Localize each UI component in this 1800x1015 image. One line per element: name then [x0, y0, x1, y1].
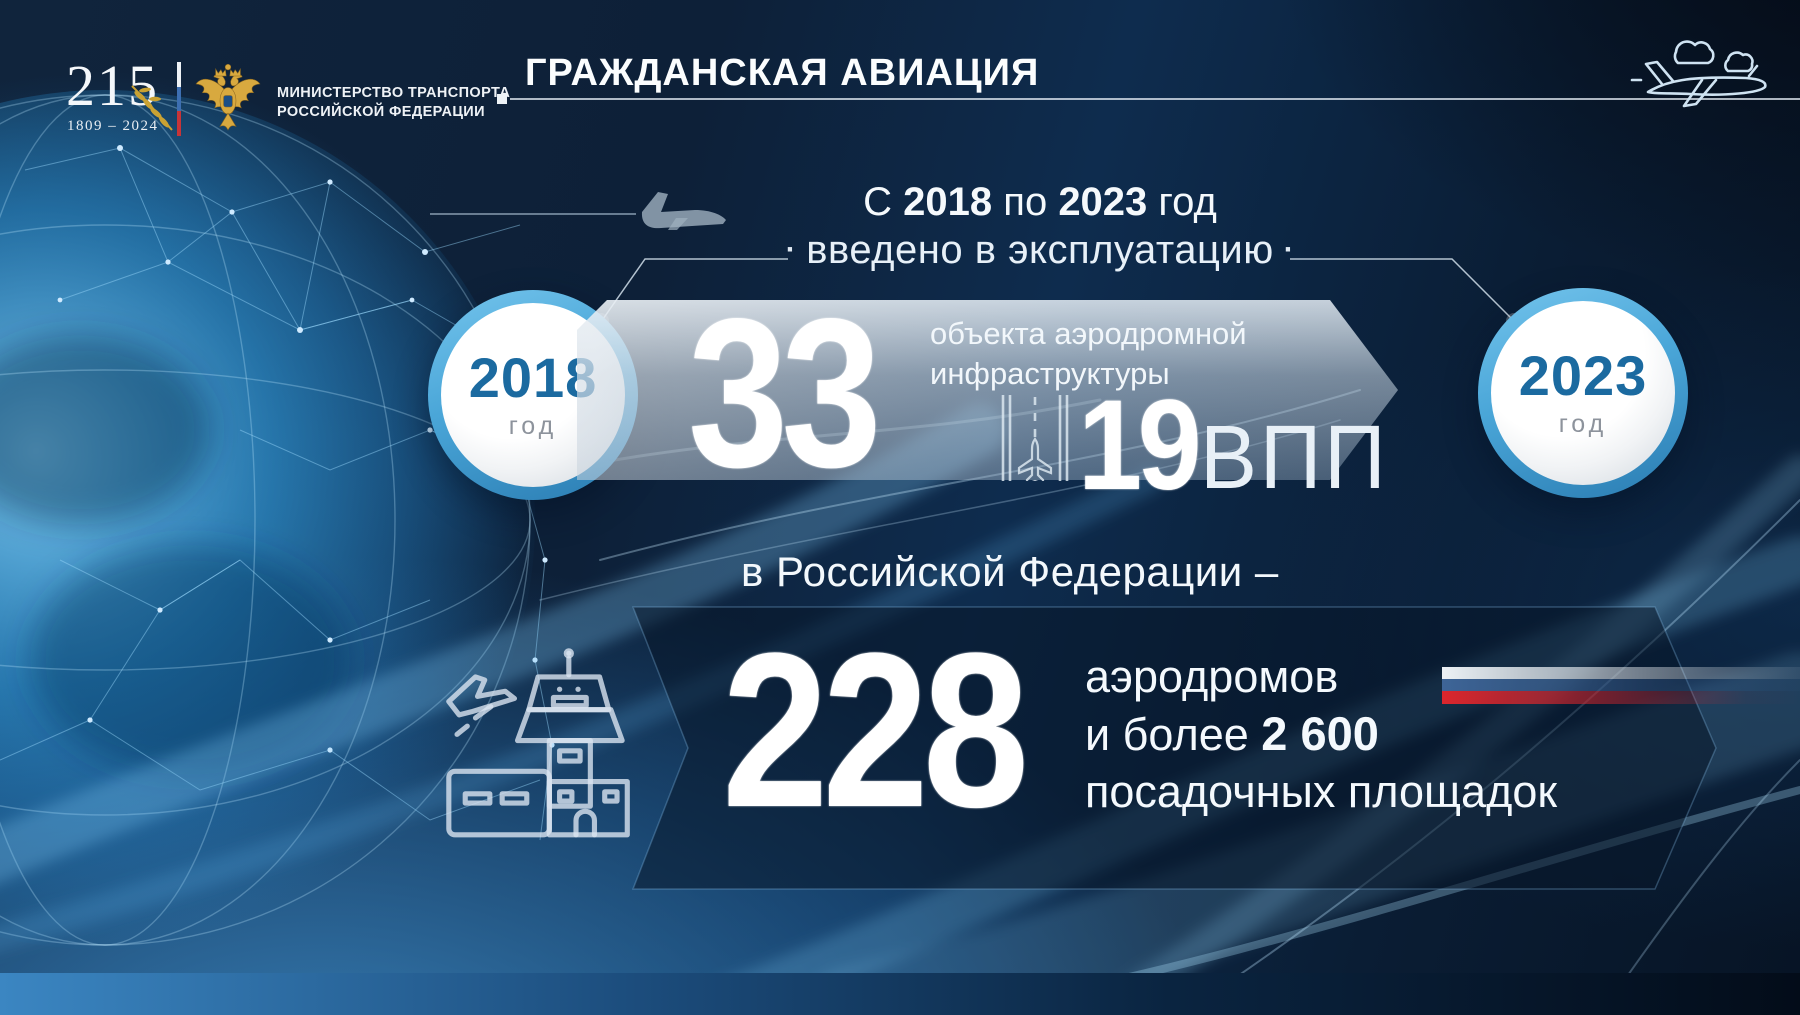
separator-dot: ·	[1283, 233, 1295, 266]
infrastructure-count: 33	[688, 274, 882, 511]
period-subheading-text: введено в эксплуатацию	[806, 228, 1274, 272]
anniversary-years: 1809 – 2024	[67, 118, 159, 134]
globe-network	[0, 90, 555, 950]
laurel-icon	[131, 85, 173, 131]
infrastructure-label: объекта аэродромной инфраструктуры	[930, 314, 1247, 394]
airplane-clouds-icon	[1630, 40, 1767, 108]
year-circle-2023: 2023 год	[1478, 288, 1688, 498]
separator-dot: ·	[785, 233, 797, 266]
airfield-count: 228	[722, 607, 1029, 853]
runway-count: 19	[1078, 374, 1202, 517]
sites-prefix: и более	[1085, 709, 1249, 760]
title-underline	[510, 98, 1800, 100]
period-suffix: год	[1158, 180, 1217, 224]
flag-divider	[177, 62, 181, 136]
year-unit: год	[508, 411, 558, 440]
year-value: 2023	[1518, 343, 1648, 407]
runway-unit: ВПП	[1200, 408, 1389, 508]
flag-stripe-red	[1442, 691, 1800, 704]
year-value: 2018	[468, 345, 598, 409]
sites-line: и более 2 600	[1085, 705, 1557, 763]
federation-intro: в Российской Федерации –	[741, 548, 1279, 595]
year-unit: год	[1558, 409, 1608, 438]
ministry-eagle-icon	[195, 63, 261, 131]
ministry-name: МИНИСТЕРСТВО ТРАНСПОРТА РОССИЙСКОЙ ФЕДЕР…	[277, 84, 510, 122]
period-connector: по	[1003, 180, 1048, 224]
flag-stripe-white	[1442, 667, 1800, 679]
page-title: ГРАЖДАНСКАЯ АВИАЦИЯ	[525, 52, 1040, 94]
airport-tower-icon	[446, 648, 630, 838]
infrastructure-label-line2: инфраструктуры	[930, 356, 1170, 391]
period-year-to: 2023	[1058, 180, 1148, 224]
airfield-label: аэродромов	[1085, 651, 1339, 702]
infrastructure-arrow-band	[577, 300, 1398, 480]
footer-strip	[0, 973, 1800, 1015]
russia-flag-ribbon	[1442, 667, 1800, 704]
ministry-name-line1: МИНИСТЕРСТВО ТРАНСПОРТА	[277, 85, 511, 101]
period-subheading: · введено в эксплуатацию ·	[640, 228, 1440, 273]
period-prefix: С	[863, 180, 893, 224]
federation-details: аэродромов и более 2 600 посадочных площ…	[1085, 648, 1557, 820]
title-underline-square	[497, 94, 507, 104]
runway-icon	[1001, 395, 1069, 481]
flag-stripe-blue	[1442, 679, 1800, 691]
period-heading: С 2018 по 2023 год	[690, 180, 1390, 225]
sites-label: посадочных площадок	[1085, 766, 1558, 817]
timeline-connectors	[602, 258, 1513, 320]
infrastructure-label-line1: объекта аэродромной	[930, 316, 1247, 351]
sites-value: 2 600	[1261, 707, 1379, 760]
period-year-from: 2018	[903, 180, 993, 224]
contrail-plane-icon	[430, 192, 726, 230]
ministry-name-line2: РОССИЙСКОЙ ФЕДЕРАЦИИ	[277, 104, 485, 120]
anniversary-number: 215	[66, 53, 159, 118]
